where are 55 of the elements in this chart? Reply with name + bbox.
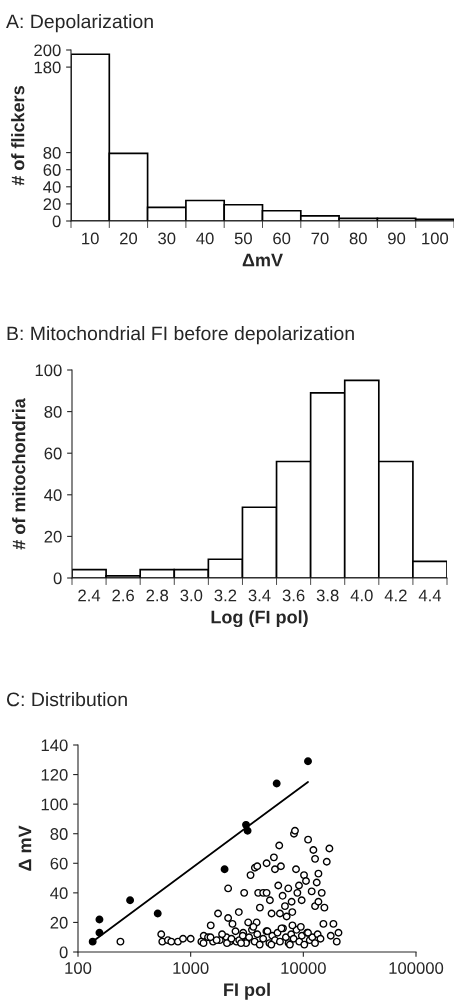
y-tick-label: 40 [44,489,62,501]
x-tick-label: 100 [422,232,449,245]
x-tick-label: 1000 [173,962,209,974]
y-tick-label: 100 [35,364,62,377]
y-tick-label: 100 [41,798,68,811]
x-tick-label: 2.4 [78,589,101,602]
chart-title: C: Distribution [6,692,127,707]
x-tick-label: 10 [82,232,99,245]
y-tick-label: 80 [43,147,61,159]
y-tick-label: 40 [50,887,68,900]
y-tick-label: 20 [43,198,61,211]
x-tick-label: 4.0 [350,589,373,602]
y-tick-label: 200 [34,44,61,57]
x-tick-label: 3.4 [248,589,271,602]
y-tick-label: 180 [34,61,61,74]
x-axis-title: FI pol [224,982,270,1000]
y-tick-label: 0 [53,572,62,585]
x-tick-label: 4.4 [418,589,442,602]
y-axis-title: # of flickers [11,86,25,186]
x-tick-label: 100000 [389,962,444,974]
y-tick-label: 40 [43,181,61,193]
y-axis-title: Δ mV [18,825,32,871]
x-tick-label: 90 [388,232,406,245]
x-tick-label: 4.2 [384,589,407,602]
x-tick-label: 3.2 [214,589,237,602]
x-tick-label: 100 [65,962,92,974]
y-tick-label: 0 [59,946,68,959]
y-tick-label: 120 [41,768,68,781]
y-tick-label: 80 [44,406,62,418]
x-tick-label: 60 [273,232,291,245]
chart-title: B: Mitochondrial FI before depolarization [7,326,354,345]
x-tick-label: 3.0 [180,589,203,602]
y-tick-label: 60 [50,857,68,870]
y-tick-label: 60 [43,164,61,176]
y-tick-label: 0 [52,215,61,228]
x-axis-title: Log (FI pol) [211,610,308,628]
x-tick-label: 80 [349,232,367,245]
x-axis-title: ΔmV [242,253,283,267]
x-tick-label: 2.6 [112,589,134,602]
y-tick-label: 140 [41,739,68,752]
chart-title: A: Depolarization [6,14,153,33]
x-tick-label: 30 [158,232,176,245]
x-tick-label: 70 [311,232,329,245]
x-tick-label: 50 [234,232,252,245]
x-tick-label: 2.8 [146,589,169,602]
x-tick-label: 20 [120,232,138,245]
x-tick-label: 3.8 [316,589,339,602]
x-tick-label: 40 [196,232,214,245]
x-tick-label: 10000 [281,962,326,974]
y-tick-label: 60 [44,447,62,460]
y-tick-label: 20 [50,916,68,929]
x-tick-label: 3.6 [282,589,305,602]
y-axis-title: # of mitochondria [12,398,26,550]
y-tick-label: 20 [44,530,62,543]
y-tick-label: 80 [50,828,68,840]
